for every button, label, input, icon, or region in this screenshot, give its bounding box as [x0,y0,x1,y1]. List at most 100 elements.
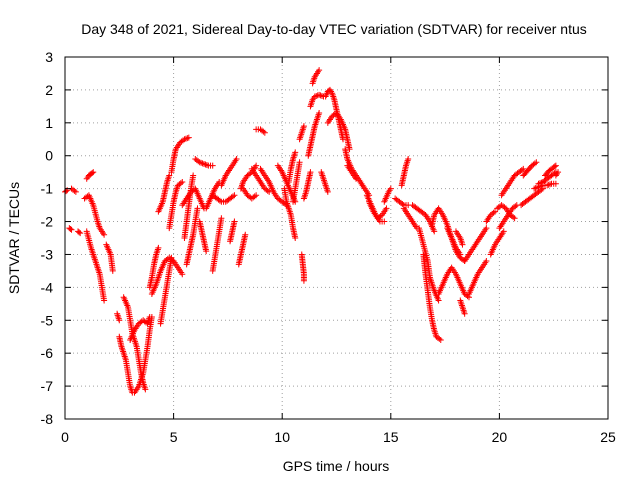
data-point [90,169,97,176]
data-point [501,204,508,211]
x-tick-labels: 0 5 10 15 20 25 [61,429,616,445]
data-point [101,231,108,238]
data-point [202,161,209,168]
y-tick-label: -3 [41,246,54,262]
x-axis-label: GPS time / hours [283,458,390,474]
data-point [536,180,543,187]
data-point [377,213,384,220]
data-point [89,170,96,177]
data-point [535,180,542,187]
y-tick-label: -5 [41,312,54,328]
data-point [435,297,442,304]
data-point [533,159,540,166]
data-point [168,254,175,261]
data-point [511,215,518,222]
data-points [62,67,562,396]
data-point [399,200,406,207]
data-point [307,169,314,176]
data-point [233,156,240,163]
chart-title: Day 348 of 2021, Sidereal Day-to-day VTE… [81,21,587,37]
data-point [292,235,299,241]
axis-ticks [64,56,609,420]
data-point [532,185,539,192]
data-point [194,205,201,212]
data-point [155,244,162,251]
data-point [68,226,75,233]
data-point [552,162,559,169]
data-point [198,159,205,166]
data-point [520,165,527,172]
data-point [199,160,206,167]
data-point [510,214,517,221]
data-point [190,172,197,179]
y-tick-label: -2 [41,214,54,230]
data-point [317,92,324,99]
data-point [437,337,444,344]
data-point [492,208,499,215]
data-point [179,179,186,186]
plot-frame [64,56,609,420]
grid [65,57,608,419]
data-point [544,182,551,189]
data-point [251,193,258,200]
data-point [555,169,562,176]
y-tick-label: -8 [41,411,54,427]
data-point [405,156,412,163]
data-point [387,185,394,192]
x-tick-label: 5 [170,429,178,445]
data-point [518,166,525,173]
data-point [300,123,307,130]
data-point [383,205,390,212]
data-point [316,67,323,74]
data-point [490,209,497,216]
data-point [72,188,79,195]
data-point [311,93,318,100]
data-point [260,128,267,135]
y-axis-label: SDTVAR / TECUs [6,182,22,294]
data-point [500,228,507,235]
y-tick-label: 0 [45,148,53,164]
data-point [177,180,184,187]
data-point [324,188,331,195]
data-point [201,160,208,167]
data-point [313,92,320,99]
x-tick-label: 10 [274,429,290,445]
y-tick-label: 3 [45,49,53,65]
data-point [229,193,236,200]
data-point [483,225,490,232]
data-point [316,91,323,98]
data-point [77,230,84,237]
data-point [534,184,541,191]
data-point [300,277,307,284]
x-tick-label: 25 [600,429,616,445]
data-point [185,134,192,141]
data-point [547,181,554,188]
data-point [184,135,191,142]
data-point [253,192,260,199]
x-tick-label: 0 [61,429,69,445]
x-tick-label: 15 [383,429,399,445]
data-point [531,185,538,192]
data-point [253,162,260,169]
data-point [196,159,203,166]
data-point [146,313,153,320]
data-point [209,162,216,169]
data-point [261,129,268,136]
data-point [431,228,438,235]
data-point [218,215,225,222]
data-point [353,175,360,182]
data-point [142,386,149,393]
data-point [179,271,186,278]
data-point [216,197,223,204]
y-tick-label: -7 [41,378,54,394]
data-point [332,111,339,118]
data-point [76,229,83,236]
y-tick-labels: -8 -7 -6 -5 -4 -3 -2 -1 0 1 2 3 [41,49,54,427]
data-point [483,258,490,265]
data-point [421,210,428,217]
y-tick-label: -6 [41,345,54,361]
data-point [247,170,254,177]
data-point [292,149,299,156]
data-point [166,172,173,179]
data-point [264,187,271,194]
